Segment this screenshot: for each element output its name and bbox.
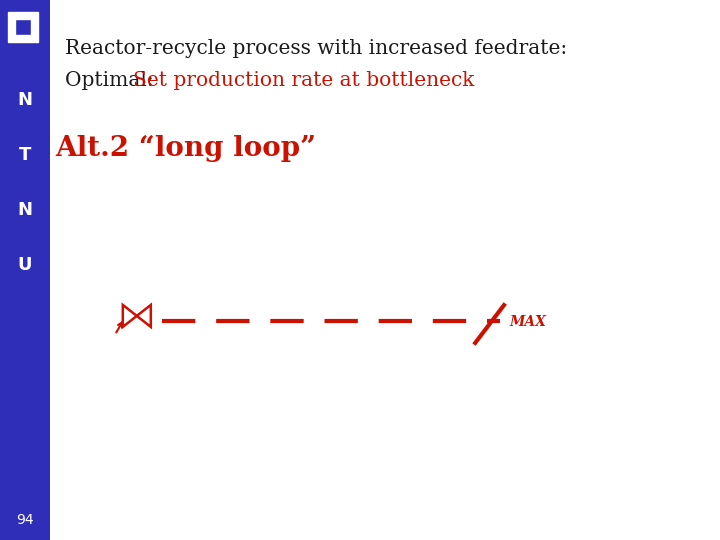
Bar — [0, 0, 50, 540]
Text: 94: 94 — [16, 513, 34, 527]
Bar — [15, 19, 31, 35]
Bar — [8, 12, 38, 42]
Text: U: U — [18, 256, 32, 274]
Text: MAX: MAX — [509, 315, 546, 329]
Text: Optimal:: Optimal: — [65, 71, 160, 90]
Text: T: T — [19, 146, 31, 164]
Text: Alt.2 “long loop”: Alt.2 “long loop” — [55, 134, 316, 161]
Text: N: N — [17, 201, 32, 219]
Text: Set production rate at bottleneck: Set production rate at bottleneck — [133, 71, 474, 90]
Text: N: N — [17, 91, 32, 109]
Text: Reactor-recycle process with increased feedrate:: Reactor-recycle process with increased f… — [65, 38, 567, 57]
